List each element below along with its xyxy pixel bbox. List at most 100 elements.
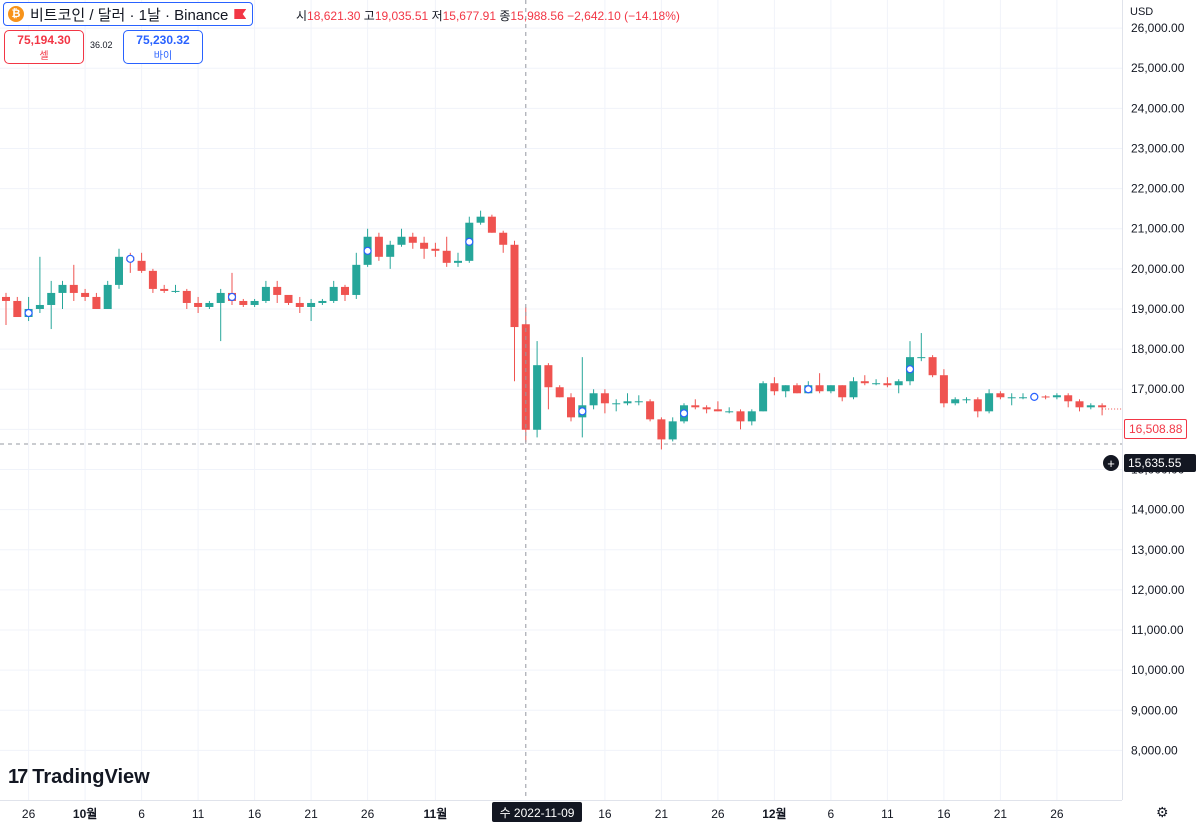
candle-body [1086,405,1095,408]
candle-body [544,365,553,388]
sell-price: 75,194.30 [17,32,71,47]
candle-body [623,401,632,404]
candle-body [476,216,485,223]
price-axis[interactable]: 26,000.00 25,000.00 24,000.00 23,000.00 22,0… [1122,0,1199,800]
candle-body [261,286,270,301]
settings-gear-icon[interactable]: ⚙ [1156,804,1169,820]
tradingview-logo-icon: 17 [8,766,28,788]
candle-body [759,383,768,412]
time-tick-label: 21 [994,807,1008,821]
candle-body [713,409,722,412]
time-tick-label: 21 [304,807,318,821]
sell-button[interactable]: 75,194.30 셀 [4,30,84,64]
time-tick-label: 26 [361,807,375,821]
candle-body [115,256,123,285]
candle-body [408,236,417,243]
ohlc-readout: 시18,621.30 고19,035.51 저15,677.91 종15,988… [296,7,680,24]
candlestick-chart[interactable] [0,0,1122,800]
candle-body [612,403,621,405]
candle-body [454,260,462,263]
change-value: −2,642.10 (−14.18%) [567,9,680,23]
event-marker-icon [24,308,33,318]
candle-body [35,304,44,309]
candle-body [770,383,779,392]
crosshair [0,0,1122,800]
price-tick-label: 17,000.00 [1131,382,1185,396]
spread-value: 36.02 [90,40,113,50]
candle-body [657,419,666,440]
candle-body [849,381,858,398]
symbol-title[interactable]: ₿ 비트코인 / 달러 · 1날 · Binance [3,2,254,26]
candle-body [928,357,937,376]
candle-body [103,284,112,309]
candle-body [499,232,508,245]
tradingview-logo[interactable]: 17 TradingView [8,766,150,789]
candle-body [951,399,960,404]
event-markers [24,237,1039,418]
candle-body [793,385,801,394]
candle-body [250,300,259,305]
candle-body [1041,396,1050,398]
candle-body [318,300,327,303]
candle-body [939,375,948,404]
candle-body [487,216,496,233]
buy-button[interactable]: 75,230.32 바이 [123,30,203,64]
candle-body [815,385,824,392]
candle-body [872,383,881,385]
candle-body [736,411,745,422]
time-tick-label: 16 [248,807,262,821]
candle-body [826,385,835,392]
flag-icon[interactable] [234,9,247,19]
candle-body [148,270,157,289]
last-price-tag: 16,508.88 [1124,419,1188,439]
candle-body [962,399,971,401]
candle-body [341,286,349,295]
candle-body [442,250,451,263]
candle-body [567,397,575,418]
candle-body [216,292,225,303]
candle-body [894,381,903,386]
candle-body [194,302,203,307]
candle-body [160,288,169,291]
candle-body [420,242,429,249]
candle-body [1052,395,1061,398]
price-tick-label: 8,000.00 [1131,743,1178,757]
price-tick-label: 13,000.00 [1131,543,1185,557]
price-tick-label: 25,000.00 [1131,61,1185,75]
candle-body [860,381,869,384]
time-tick-label: 10월 [73,806,97,821]
candle-body [917,357,926,359]
time-axis[interactable]: 26 10월 6 11 16 21 26 11월 16 21 26 12월 6 11 16 21 26 [0,800,1122,826]
high-label: 고 [363,9,375,23]
candle-body [2,296,10,301]
grid [0,0,1122,800]
price-tick-label: 18,000.00 [1131,342,1185,356]
low-label: 저 [431,9,443,23]
time-tick-label: 26 [711,807,725,821]
price-tick-label: 14,000.00 [1131,503,1185,517]
event-marker-icon [465,237,474,246]
event-marker-icon [363,246,372,255]
candle-body [1064,395,1073,402]
candle-body [69,284,78,293]
candle-body [307,302,316,307]
candle-body [431,248,440,251]
time-tick-label: 26 [22,807,36,821]
candle-body [92,296,101,309]
price-tick-label: 11,000.00 [1131,623,1184,637]
candle-body [58,284,67,293]
event-marker-icon [126,254,135,263]
time-tick-label: 11 [192,807,205,821]
time-tick-label: 6 [828,807,835,821]
candle-body [1019,397,1027,399]
open-value: 18,621.30 [307,9,361,23]
candle-body [883,383,892,386]
candle-body [533,365,542,430]
event-marker-icon [905,365,915,374]
candle-body [13,300,22,318]
price-tick-label: 26,000.00 [1131,21,1185,35]
candle-body [295,302,304,307]
candle-body [691,405,700,408]
add-plus-icon[interactable]: + [1103,455,1119,471]
currency-label: USD [1130,6,1154,18]
